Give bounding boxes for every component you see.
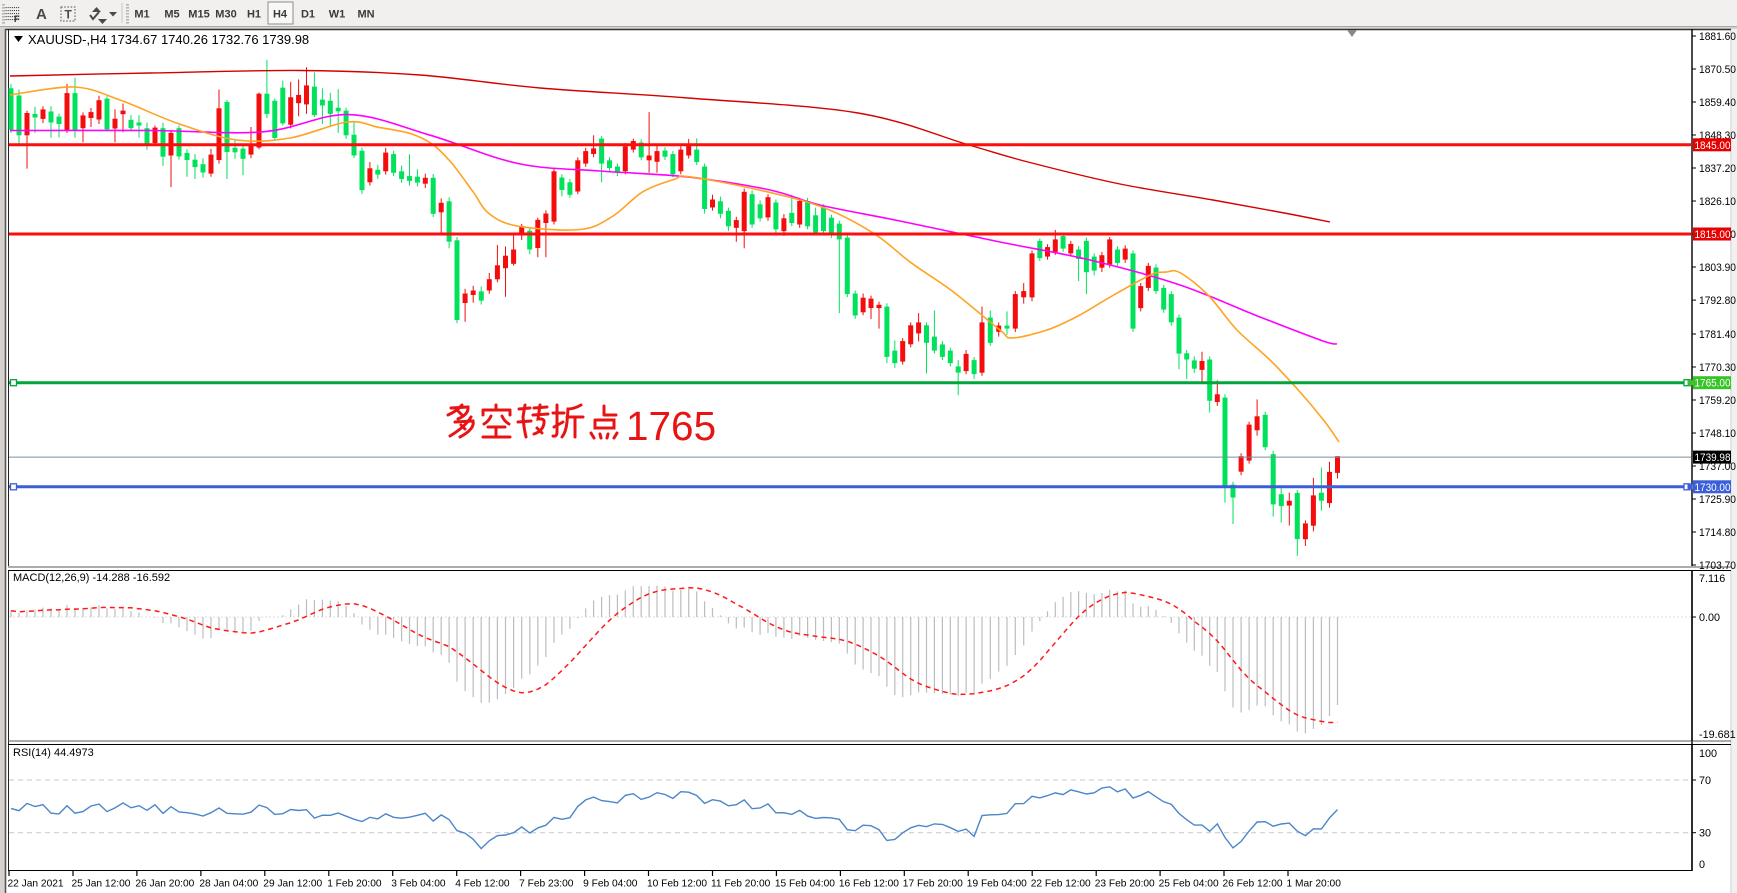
svg-text:0: 0: [1699, 859, 1705, 871]
svg-text:9 Feb 04:00: 9 Feb 04:00: [583, 879, 638, 890]
svg-text:25 Feb 04:00: 25 Feb 04:00: [1159, 879, 1219, 890]
svg-text:28 Jan 04:00: 28 Jan 04:00: [199, 879, 258, 890]
svg-text:1703.70: 1703.70: [1699, 560, 1736, 572]
svg-text:0.00: 0.00: [1699, 612, 1720, 624]
svg-text:1781.40: 1781.40: [1699, 329, 1736, 341]
svg-text:MN: MN: [357, 9, 374, 21]
svg-text:M5: M5: [164, 9, 179, 21]
svg-text:1714.80: 1714.80: [1699, 527, 1736, 539]
svg-text:22 Feb 12:00: 22 Feb 12:00: [1031, 879, 1091, 890]
svg-text:1765.00: 1765.00: [1695, 378, 1731, 390]
svg-text:D1: D1: [301, 9, 315, 21]
svg-text:1881.60: 1881.60: [1699, 31, 1736, 43]
svg-text:XAUUSD-,H4 1734.67 1740.26 17: XAUUSD-,H4 1734.67 1740.26 1732.76 1739.…: [28, 32, 309, 47]
svg-text:25 Jan 12:00: 25 Jan 12:00: [72, 879, 131, 890]
svg-text:23 Feb 20:00: 23 Feb 20:00: [1095, 879, 1155, 890]
svg-text:17 Feb 20:00: 17 Feb 20:00: [903, 879, 963, 890]
svg-text:H4: H4: [273, 9, 288, 21]
svg-text:1870.50: 1870.50: [1699, 64, 1736, 76]
svg-text:1730.00: 1730.00: [1695, 482, 1731, 494]
svg-text:7 Feb 23:00: 7 Feb 23:00: [519, 879, 574, 890]
svg-text:15 Feb 04:00: 15 Feb 04:00: [775, 879, 835, 890]
svg-text:H1: H1: [247, 9, 261, 21]
svg-text:22 Jan 2021: 22 Jan 2021: [8, 879, 64, 890]
svg-text:1 Feb 20:00: 1 Feb 20:00: [327, 879, 382, 890]
svg-text:1739.98: 1739.98: [1695, 452, 1731, 464]
svg-text:1859.40: 1859.40: [1699, 97, 1736, 109]
svg-text:1725.90: 1725.90: [1699, 494, 1736, 506]
svg-text:100: 100: [1699, 748, 1717, 760]
svg-text:1770.30: 1770.30: [1699, 362, 1736, 374]
svg-text:1759.20: 1759.20: [1699, 395, 1736, 407]
svg-text:MACD(12,26,9) -14.288 -16.592: MACD(12,26,9) -14.288 -16.592: [13, 572, 170, 584]
svg-text:W1: W1: [329, 9, 346, 21]
svg-text:M30: M30: [215, 9, 236, 21]
svg-text:11 Feb 20:00: 11 Feb 20:00: [711, 879, 771, 890]
svg-text:3 Feb 04:00: 3 Feb 04:00: [391, 879, 446, 890]
svg-text:1737.00: 1737.00: [1699, 461, 1736, 473]
svg-text:M1: M1: [134, 9, 149, 21]
svg-text:1837.20: 1837.20: [1699, 163, 1736, 175]
svg-text:1748.10: 1748.10: [1699, 428, 1736, 440]
svg-text:26 Feb 12:00: 26 Feb 12:00: [1223, 879, 1283, 890]
svg-text:1845.00: 1845.00: [1695, 140, 1731, 152]
svg-text:70: 70: [1699, 775, 1711, 787]
svg-text:26 Jan 20:00: 26 Jan 20:00: [135, 879, 194, 890]
svg-text:-19.681: -19.681: [1699, 729, 1736, 741]
svg-text:4 Feb 12:00: 4 Feb 12:00: [455, 879, 510, 890]
svg-text:M15: M15: [188, 9, 209, 21]
svg-text:A: A: [36, 6, 47, 23]
svg-text:1792.80: 1792.80: [1699, 295, 1736, 307]
svg-text:1803.90: 1803.90: [1699, 262, 1736, 274]
svg-text:RSI(14) 44.4973: RSI(14) 44.4973: [13, 747, 94, 759]
svg-text:30: 30: [1699, 828, 1711, 840]
svg-text:29 Jan 12:00: 29 Jan 12:00: [263, 879, 322, 890]
svg-text:1826.10: 1826.10: [1699, 196, 1736, 208]
svg-text:T: T: [65, 8, 73, 22]
svg-text:16 Feb 12:00: 16 Feb 12:00: [839, 879, 899, 890]
svg-text:1815.00: 1815.00: [1695, 229, 1731, 241]
svg-text:1765: 1765: [626, 403, 716, 449]
svg-text:1 Mar 20:00: 1 Mar 20:00: [1287, 879, 1342, 890]
svg-text:F: F: [14, 14, 20, 24]
svg-text:7.116: 7.116: [1699, 573, 1725, 585]
svg-text:19 Feb 04:00: 19 Feb 04:00: [967, 879, 1027, 890]
svg-text:10 Feb 12:00: 10 Feb 12:00: [647, 879, 707, 890]
